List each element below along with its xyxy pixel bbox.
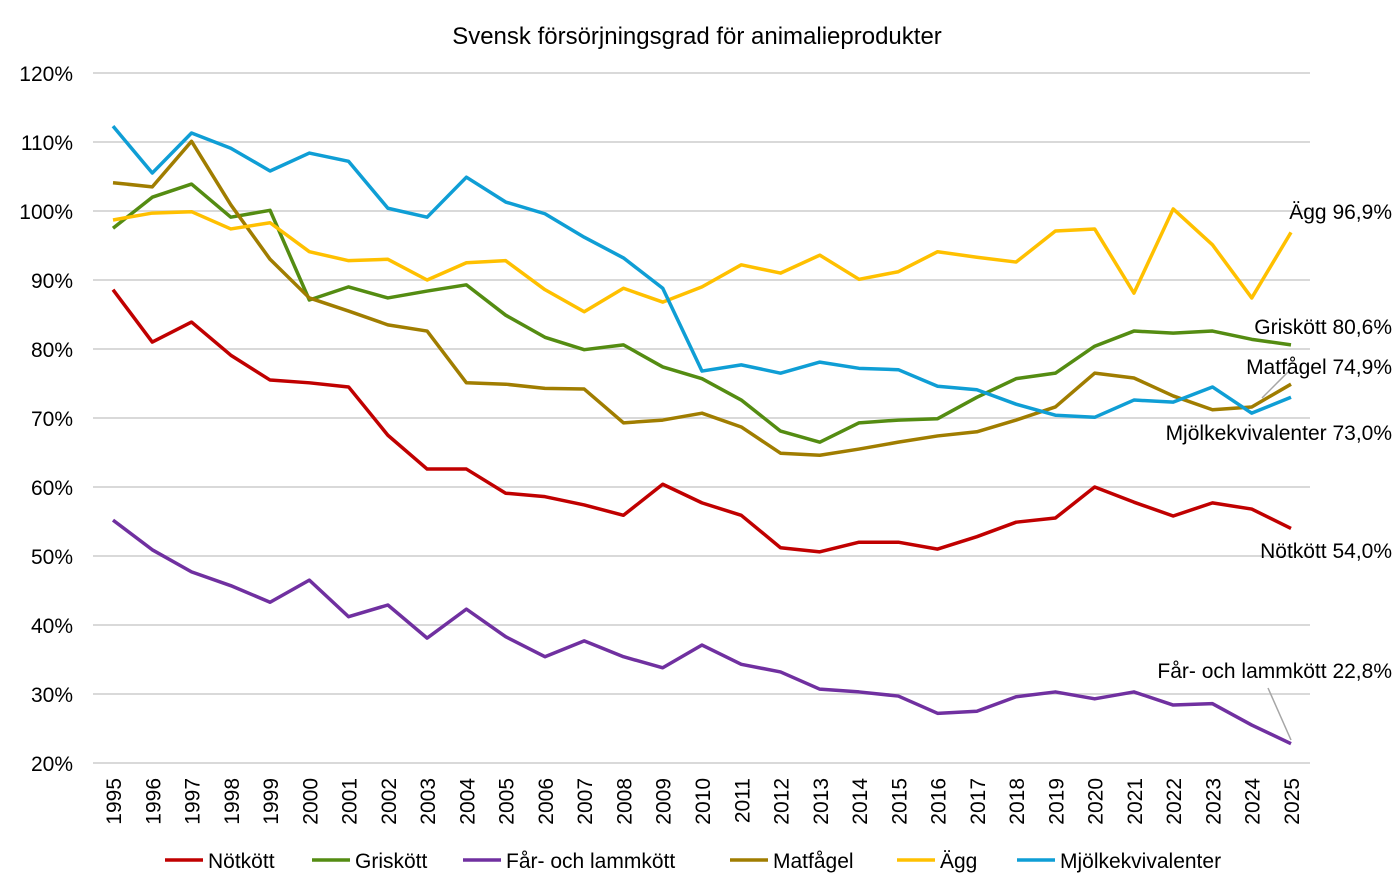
y-tick-label: 70% [31,408,73,431]
x-tick-label: 1999 [260,778,283,825]
end-label: Får- och lammkött 22,8% [1157,660,1392,683]
x-tick-label: 2001 [339,778,362,825]
end-label: Mjölkekvivalenter 73,0% [1166,422,1392,445]
y-tick-label: 110% [21,132,73,155]
x-tick-label: 2005 [496,778,519,825]
end-label: Matfågel 74,9% [1246,356,1392,379]
y-tick-label: 60% [31,477,73,500]
leader-line [1267,687,1292,741]
x-tick-label: 2003 [417,778,440,825]
legend-entry: Mjölkekvivalenter [1060,850,1221,873]
x-tick-label: 2019 [1045,778,1068,825]
series-line-Ägg [112,207,1293,314]
x-tick-label: 2002 [378,778,401,825]
series-line-Matfågel [112,139,1292,458]
x-tick-label: 2009 [653,778,676,825]
end-label: Ägg 96,9% [1289,201,1392,224]
x-tick-label: 2000 [299,778,322,825]
series-line-Får- och lammkött [111,518,1292,746]
legend-entry: Får- och lammkött [506,850,675,873]
x-tick-label: 2018 [1006,778,1029,825]
y-tick-label: 80% [31,339,73,362]
x-tick-label: 1997 [182,778,205,825]
legend-entry: Nötkött [208,850,275,873]
chart-title: Svensk försörjningsgrad för animalieprod… [452,23,942,50]
x-tick-label: 2006 [535,778,558,825]
series-line-Griskött [111,182,1292,444]
x-tick-label: 1996 [142,778,165,825]
leader-line [1261,371,1289,399]
y-tick-label: 90% [31,270,73,293]
y-tick-label: 30% [31,684,73,707]
x-tick-label: 2024 [1242,778,1265,825]
end-label: Nötkött 54,0% [1260,540,1392,563]
x-tick-label: 2015 [888,778,911,825]
y-tick-label: 50% [31,546,73,569]
x-tick-label: 2007 [574,778,597,825]
y-tick-label: 40% [31,615,73,638]
y-tick-label: 100% [19,201,73,224]
x-tick-label: 2010 [692,778,715,825]
x-tick-label: 2011 [731,778,754,823]
legend-entry: Matfågel [773,850,854,873]
x-tick-label: 2023 [1202,778,1225,825]
y-tick-label: 120% [19,63,73,86]
x-tick-label: 1998 [221,778,244,825]
x-tick-label: 2004 [456,778,479,825]
series-line-Nötkött [111,288,1292,554]
x-tick-label: 2016 [928,778,951,825]
x-tick-label: 2014 [849,778,872,825]
x-tick-label: 1995 [103,778,126,825]
x-tick-label: 2021 [1124,778,1147,825]
x-tick-label: 2008 [613,778,636,825]
series-line-Mjölkekvivalenter [111,125,1292,420]
x-tick-label: 2025 [1281,778,1304,825]
x-tick-label: 2013 [810,778,833,825]
x-tick-label: 2017 [967,778,990,825]
y-tick-label: 20% [31,753,73,776]
x-tick-label: 2012 [771,778,794,825]
x-tick-label: 2020 [1085,778,1108,825]
end-label: Griskött 80,6% [1254,316,1392,339]
x-tick-label: 2022 [1163,778,1186,825]
legend-entry: Ägg [940,850,977,873]
legend-entry: Griskött [355,850,428,873]
